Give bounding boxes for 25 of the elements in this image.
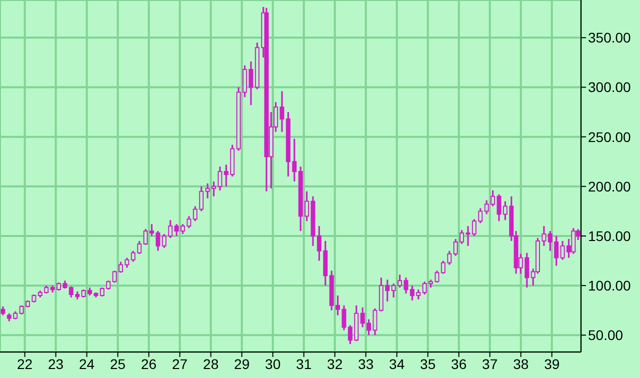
- x-tick-label: 25: [110, 356, 126, 372]
- x-tick-label: 36: [451, 356, 467, 372]
- y-tick-label: 200.00: [588, 178, 632, 194]
- x-tick-label: 24: [79, 356, 95, 372]
- x-tick-label: 28: [203, 356, 219, 372]
- x-tick-label: 32: [327, 356, 343, 372]
- x-tick-label: 29: [234, 356, 250, 372]
- x-tick-label: 33: [358, 356, 374, 372]
- x-tick-label: 27: [172, 356, 188, 372]
- x-tick-label: 26: [141, 356, 157, 372]
- y-tick-label: 150.00: [588, 228, 632, 244]
- x-tick-label: 34: [389, 356, 405, 372]
- y-tick-label: 300.00: [588, 79, 632, 96]
- x-tick-label: 22: [17, 356, 33, 372]
- x-tick-label: 38: [513, 356, 529, 372]
- x-tick-label: 30: [265, 356, 281, 372]
- y-tick-label: 350.00: [588, 30, 632, 46]
- x-tick-label: 23: [48, 356, 64, 372]
- y-tick-label: 100.00: [588, 278, 632, 294]
- x-tick-label: 37: [482, 356, 498, 372]
- y-tick-label: 50.00: [588, 327, 624, 344]
- y-tick-label: 250.00: [588, 128, 632, 145]
- x-tick-label: 39: [544, 356, 560, 372]
- x-tick-label: 35: [420, 356, 436, 372]
- x-tick-label: 31: [296, 356, 312, 372]
